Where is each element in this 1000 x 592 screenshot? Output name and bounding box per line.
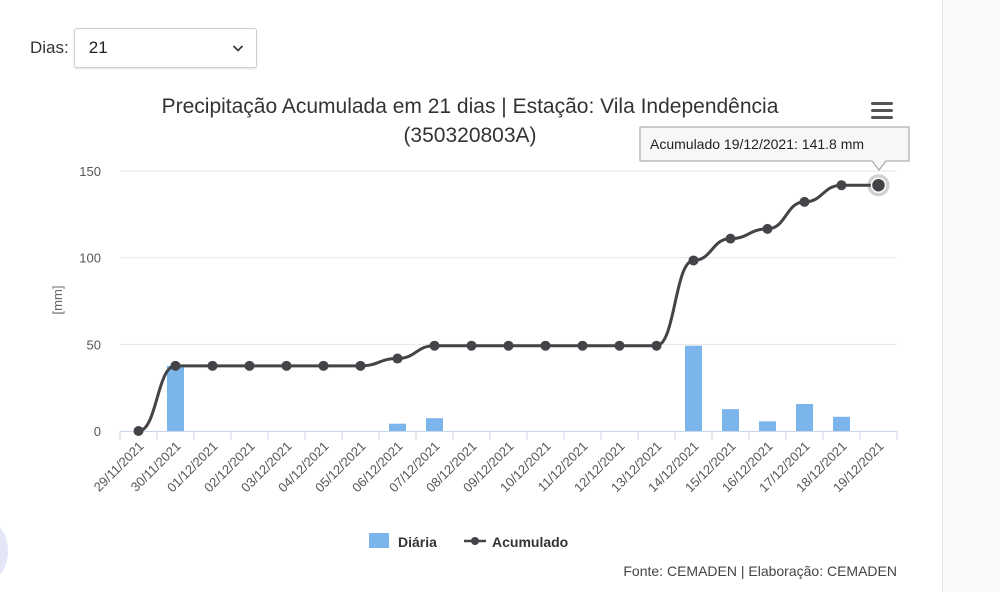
point-acumulado[interactable] xyxy=(725,233,736,244)
point-acumulado[interactable] xyxy=(577,340,588,351)
point-acumulado[interactable] xyxy=(392,353,403,364)
menu-icon[interactable] xyxy=(862,96,896,126)
grid-lines xyxy=(120,170,897,345)
x-tick-labels: 29/11/202130/11/202101/12/202102/12/2021… xyxy=(91,439,887,496)
tooltip-text: Acumulado 19/12/2021: 141.8 mm xyxy=(650,136,864,152)
legend: Diária Acumulado xyxy=(369,533,568,550)
legend-item-acumulado[interactable]: Acumulado xyxy=(464,534,568,550)
point-acumulado[interactable] xyxy=(651,340,662,351)
legend-item-diaria[interactable]: Diária xyxy=(369,533,437,550)
y-tick-label: 100 xyxy=(79,251,101,266)
y-axis-label: [mm] xyxy=(50,286,65,315)
chart-subtitle: (350320803A) xyxy=(403,124,536,147)
acumulado-line xyxy=(138,183,879,433)
chart-title: Precipitação Acumulada em 21 dias | Esta… xyxy=(162,95,779,118)
point-acumulado[interactable] xyxy=(355,360,366,371)
point-acumulado[interactable] xyxy=(614,340,625,351)
point-acumulado[interactable] xyxy=(836,180,847,191)
point-acumulado[interactable] xyxy=(466,340,477,351)
point-acumulado[interactable] xyxy=(503,340,514,351)
days-label: Dias: xyxy=(30,38,69,57)
line-series xyxy=(138,183,879,433)
legend-label-acumulado: Acumulado xyxy=(492,534,568,550)
point-acumulado[interactable] xyxy=(762,223,773,234)
point-acumulado[interactable] xyxy=(540,340,551,351)
y-tick-label: 150 xyxy=(79,164,101,179)
days-filter: Dias: 21 xyxy=(30,28,257,68)
bar-series xyxy=(167,345,850,431)
y-tick-label: 0 xyxy=(94,424,101,439)
point-acumulado[interactable] xyxy=(170,360,181,371)
x-axis xyxy=(119,431,898,440)
bar-diaria[interactable] xyxy=(389,423,406,431)
bar-diaria[interactable] xyxy=(426,418,443,431)
bar-diaria[interactable] xyxy=(722,409,739,431)
point-acumulado[interactable] xyxy=(688,255,699,266)
point-acumulado[interactable] xyxy=(244,360,255,371)
line-points xyxy=(133,174,890,436)
point-acumulado[interactable] xyxy=(281,360,292,371)
days-select-value: 21 xyxy=(88,38,108,57)
point-acumulado[interactable] xyxy=(870,177,887,193)
y-tick-labels: 0 50 100 150 xyxy=(79,164,101,439)
point-acumulado[interactable] xyxy=(429,340,440,351)
bar-diaria[interactable] xyxy=(833,416,850,431)
bar-diaria[interactable] xyxy=(796,403,813,431)
point-acumulado[interactable] xyxy=(207,360,218,371)
right-side-panel xyxy=(942,0,1000,592)
point-acumulado[interactable] xyxy=(318,360,329,371)
legend-label-diaria: Diária xyxy=(398,534,437,550)
point-acumulado[interactable] xyxy=(133,426,144,436)
days-select[interactable]: 21 xyxy=(73,28,257,68)
y-tick-label: 50 xyxy=(87,337,101,352)
bar-diaria[interactable] xyxy=(685,345,702,431)
bar-diaria[interactable] xyxy=(759,421,776,431)
chart-credits: Fonte: CEMADEN | Elaboração: CEMADEN xyxy=(623,563,897,579)
point-acumulado[interactable] xyxy=(799,196,810,207)
floating-action-edge[interactable] xyxy=(0,522,8,580)
chevron-down-icon xyxy=(232,45,243,52)
tooltip: Acumulado 19/12/2021: 141.8 mm xyxy=(639,126,910,171)
bar-diaria[interactable] xyxy=(167,365,184,431)
